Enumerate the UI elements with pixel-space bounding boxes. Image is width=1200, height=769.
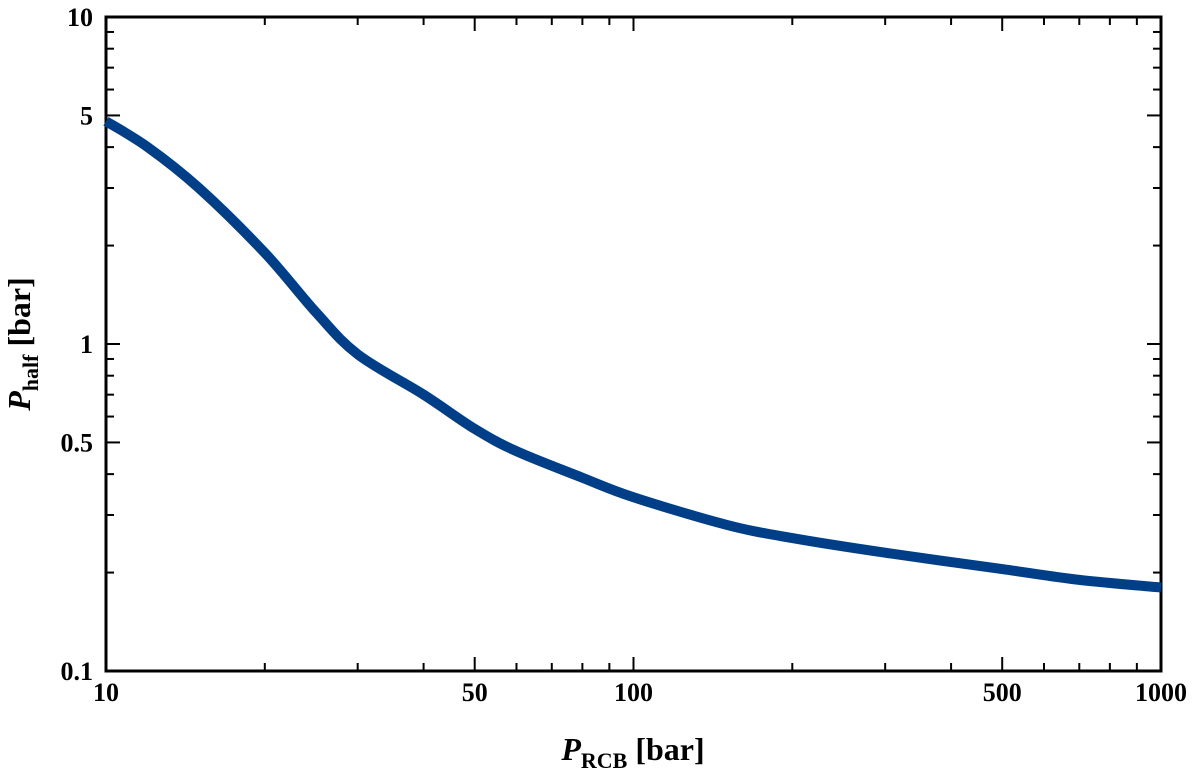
series-layer: [103, 116, 1162, 593]
y-tick-label: 0.5: [61, 428, 94, 457]
x-axis-title: PRCB [bar]: [560, 731, 704, 769]
y-axis-title: Phalf [bar]: [1, 277, 43, 412]
labels-layer: 10 50 100 500 1000 0.1 0.5 1 5 10: [61, 3, 1188, 707]
x-tick-label: 10: [93, 678, 119, 707]
x-tick-label: 1000: [1135, 678, 1187, 707]
y-tick-label: 10: [67, 3, 93, 32]
series-line: [103, 116, 1162, 593]
x-tick-label: 100: [614, 678, 653, 707]
y-tick-label: 0.1: [61, 657, 94, 686]
x-tick-label: 500: [983, 678, 1022, 707]
y-tick-label: 1: [80, 330, 93, 359]
ticks: [105, 16, 1162, 672]
x-tick-label: 50: [462, 678, 488, 707]
y-tick-label: 5: [80, 101, 93, 130]
